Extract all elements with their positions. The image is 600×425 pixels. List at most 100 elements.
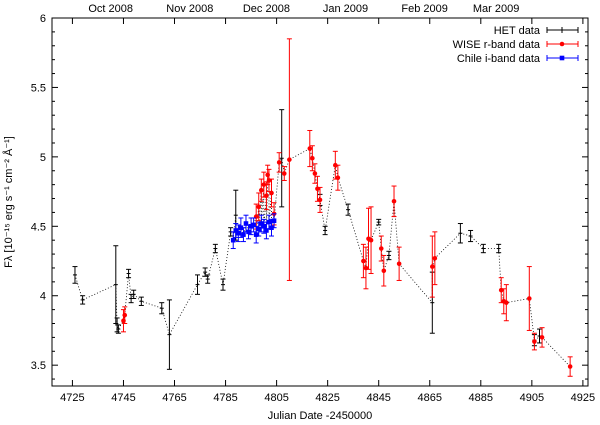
data-point xyxy=(235,224,241,243)
data-point xyxy=(312,163,318,184)
point-marker xyxy=(269,190,274,196)
data-point xyxy=(80,295,86,305)
top-date-label: Oct 2008 xyxy=(88,3,133,15)
data-point xyxy=(368,206,374,275)
data-point xyxy=(537,328,543,344)
data-point xyxy=(166,299,172,370)
data-point xyxy=(281,166,287,181)
data-point xyxy=(468,229,474,243)
point-marker xyxy=(271,218,277,224)
x-tick-label: 4745 xyxy=(111,392,135,404)
point-marker xyxy=(261,182,267,187)
point-marker xyxy=(264,193,269,199)
top-date-label: Mar 2009 xyxy=(473,3,519,15)
x-tick-label: 4905 xyxy=(520,392,544,404)
data-point xyxy=(115,324,121,334)
point-marker xyxy=(122,312,128,318)
data-point xyxy=(251,217,257,233)
point-marker xyxy=(361,258,366,264)
point-marker xyxy=(256,204,262,210)
point-marker xyxy=(276,160,282,165)
data-point xyxy=(122,306,128,325)
data-point xyxy=(429,235,435,298)
data-point xyxy=(258,178,264,202)
x-tick-label: 4805 xyxy=(264,392,288,404)
data-point xyxy=(126,268,132,279)
point-marker xyxy=(430,264,435,269)
y-tick-label: 4.5 xyxy=(31,221,46,233)
data-point xyxy=(138,296,144,306)
x-tick-label: 4765 xyxy=(162,392,186,404)
data-point xyxy=(391,185,397,218)
data-point xyxy=(261,171,267,198)
point-marker xyxy=(264,228,269,233)
data-point xyxy=(480,243,486,254)
data-point xyxy=(396,246,402,281)
point-marker xyxy=(317,197,323,203)
data-point xyxy=(263,181,269,211)
legend-item: Chile i-band data xyxy=(457,53,579,65)
data-point xyxy=(233,223,239,238)
data-point xyxy=(498,277,504,304)
legend-item: WISE r-band data xyxy=(453,39,579,51)
point-marker xyxy=(312,171,318,176)
series-chile-i-band-data xyxy=(230,213,277,250)
point-marker xyxy=(378,246,384,251)
data-point xyxy=(230,231,236,250)
series-wise-r-band-data xyxy=(120,38,573,377)
data-point xyxy=(72,266,78,284)
point-marker xyxy=(368,237,374,243)
x-tick-label: 4825 xyxy=(315,392,339,404)
top-date-label: Dec 2008 xyxy=(243,3,290,15)
data-point xyxy=(309,145,315,172)
data-point xyxy=(271,213,277,229)
point-marker xyxy=(233,228,239,233)
data-point xyxy=(378,235,384,262)
point-marker xyxy=(236,230,241,236)
data-point xyxy=(202,267,208,277)
point-marker xyxy=(307,146,313,151)
point-marker xyxy=(256,226,262,232)
legend-label: Chile i-band data xyxy=(457,53,541,65)
point-marker xyxy=(335,175,341,180)
plot-frame xyxy=(51,17,589,387)
point-marker xyxy=(243,221,249,226)
point-marker xyxy=(567,364,573,369)
x-axis: 4725 4745 4765 4785 4805 4825 4845 4865 4885 4905… xyxy=(60,18,595,404)
data-point xyxy=(531,332,537,351)
legend-marker xyxy=(559,41,565,47)
legend-marker xyxy=(559,55,565,61)
data-point xyxy=(240,227,246,243)
data-point xyxy=(332,150,338,180)
x-tick-label: 4885 xyxy=(469,392,493,404)
y-tick-label: 5 xyxy=(40,152,46,164)
data-point xyxy=(253,225,259,244)
data-point xyxy=(381,254,387,287)
x-tick-label: 4865 xyxy=(418,392,442,404)
data-point xyxy=(539,327,545,348)
point-marker xyxy=(287,157,292,162)
data-point xyxy=(457,223,463,244)
y-axis-label: Fλ [10⁻¹⁵ erg s⁻¹ cm⁻² Å⁻¹] xyxy=(2,136,15,268)
point-marker xyxy=(251,222,256,228)
y-tick-label: 4 xyxy=(40,291,46,303)
point-marker xyxy=(539,335,545,340)
point-marker xyxy=(266,219,272,225)
data-point xyxy=(256,192,262,222)
y-tick-label: 3.5 xyxy=(31,360,46,372)
data-point xyxy=(269,178,275,208)
data-point xyxy=(363,246,369,290)
data-point xyxy=(243,214,249,233)
connector-lines xyxy=(74,147,571,367)
data-point xyxy=(131,289,137,300)
point-marker xyxy=(261,224,267,229)
top-date-label: Jan 2009 xyxy=(323,3,368,15)
data-point xyxy=(567,356,573,377)
legend-label: HET data xyxy=(494,25,541,37)
point-marker xyxy=(381,268,387,274)
data-point xyxy=(496,243,502,254)
legend-item: HET data xyxy=(494,25,579,37)
data-point xyxy=(360,243,366,279)
point-marker xyxy=(253,232,259,237)
